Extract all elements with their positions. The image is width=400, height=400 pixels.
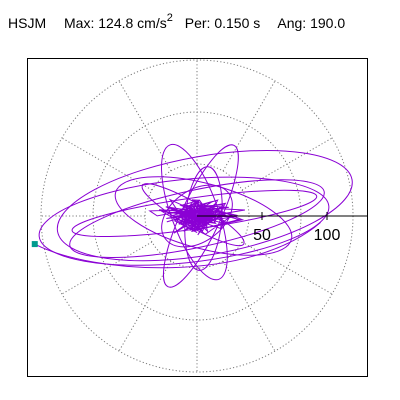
station-code: HSJM xyxy=(8,15,47,31)
trace-orbit-1 xyxy=(69,179,325,258)
radial-axis: 50 100 xyxy=(197,212,367,244)
axis-tick-label-0: 50 xyxy=(253,227,271,244)
period-value: 0.150 s xyxy=(214,15,261,31)
max-point-marker xyxy=(31,241,38,248)
max-marker-group xyxy=(31,241,38,248)
motion-trace xyxy=(34,143,353,288)
trace-orbit-4 xyxy=(38,176,330,266)
grid-spoke-8 xyxy=(118,260,172,352)
grid-spoke-1 xyxy=(241,137,333,191)
grid-spoke-11 xyxy=(241,241,333,295)
period-label: Per: xyxy=(184,15,211,31)
trace-orbit-2 xyxy=(114,176,293,256)
grid-spoke-4 xyxy=(118,80,172,172)
trace-core xyxy=(148,198,245,236)
grid-spoke-5 xyxy=(61,137,153,191)
max-label: Max: xyxy=(64,15,95,31)
grid-spoke-10 xyxy=(222,260,276,352)
max-value: 124.8 cm/s xyxy=(98,15,167,31)
grid-spoke-7 xyxy=(61,241,153,295)
angle-value: 190.0 xyxy=(310,15,346,31)
trace-peak-loop xyxy=(34,222,321,269)
axis-tick-label-1: 100 xyxy=(314,227,341,244)
grid-spoke-2 xyxy=(222,80,276,172)
angle-label: Ang: xyxy=(277,15,307,31)
max-exponent: 2 xyxy=(166,12,173,24)
plot-header: HSJM Max: 124.8 cm/s2 Per: 0.150 s Ang: … xyxy=(8,12,346,31)
plot-frame xyxy=(27,58,368,377)
trace-orbit-3 xyxy=(56,149,353,262)
